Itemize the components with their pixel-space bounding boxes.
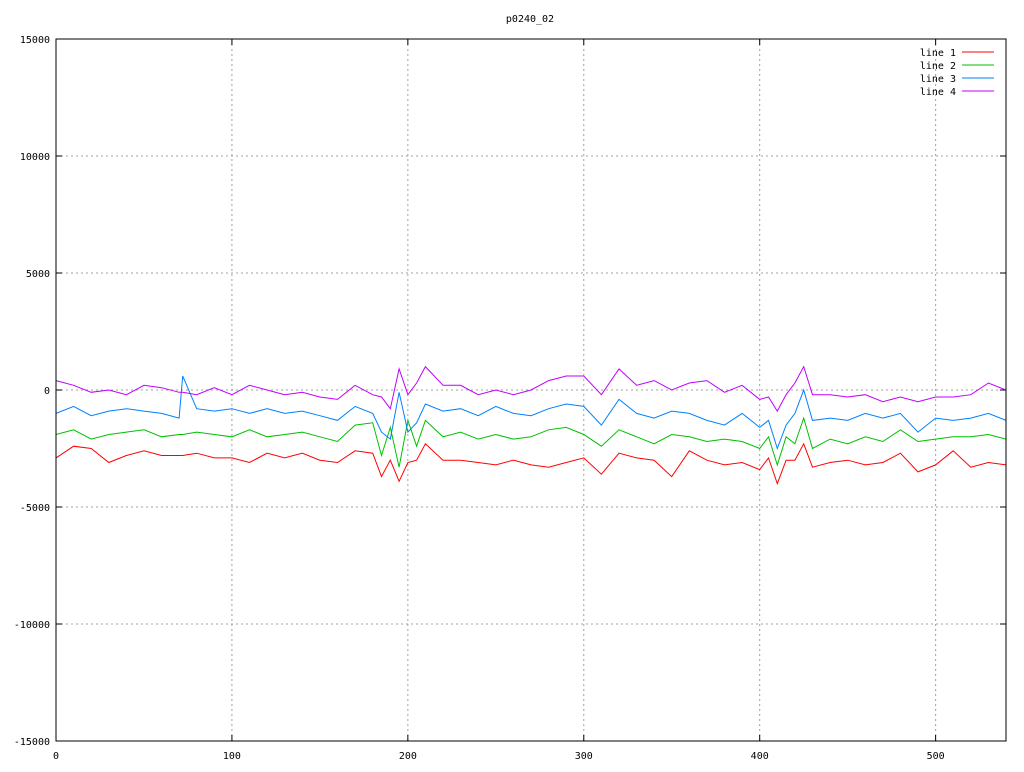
y-tick-label: 5000	[26, 269, 50, 280]
legend-label: line 4	[920, 87, 956, 98]
grid	[56, 39, 1006, 741]
y-tick-label: 15000	[20, 35, 50, 46]
y-tick-label: 0	[44, 386, 50, 397]
legend: line 1 line 2 line 3 line 4	[920, 48, 994, 98]
series-line-1	[55, 442, 1007, 486]
x-tick-label: 200	[399, 751, 417, 762]
axis-ticks: -15000 -10000 -5000 0 5000 10000 15000 0 100 200 3…	[14, 35, 1006, 762]
series-line-2	[55, 416, 1007, 468]
series-lines	[55, 365, 1007, 486]
series-line-3	[55, 375, 1007, 451]
plot-border	[55, 38, 1007, 742]
x-tick-label: 400	[751, 751, 769, 762]
y-tick-label: 10000	[20, 152, 50, 163]
y-tick-label: -5000	[20, 503, 50, 514]
legend-label: line 3	[920, 74, 956, 85]
x-tick-label: 300	[575, 751, 593, 762]
x-tick-label: 500	[927, 751, 945, 762]
legend-label: line 2	[920, 61, 956, 72]
chart-title: p0240_02	[506, 14, 554, 25]
y-tick-label: -10000	[14, 620, 50, 631]
x-tick-label: 0	[53, 751, 59, 762]
series-line-4	[55, 365, 1007, 413]
legend-label: line 1	[920, 48, 956, 59]
y-tick-label: -15000	[14, 737, 50, 748]
x-tick-label: 100	[223, 751, 241, 762]
